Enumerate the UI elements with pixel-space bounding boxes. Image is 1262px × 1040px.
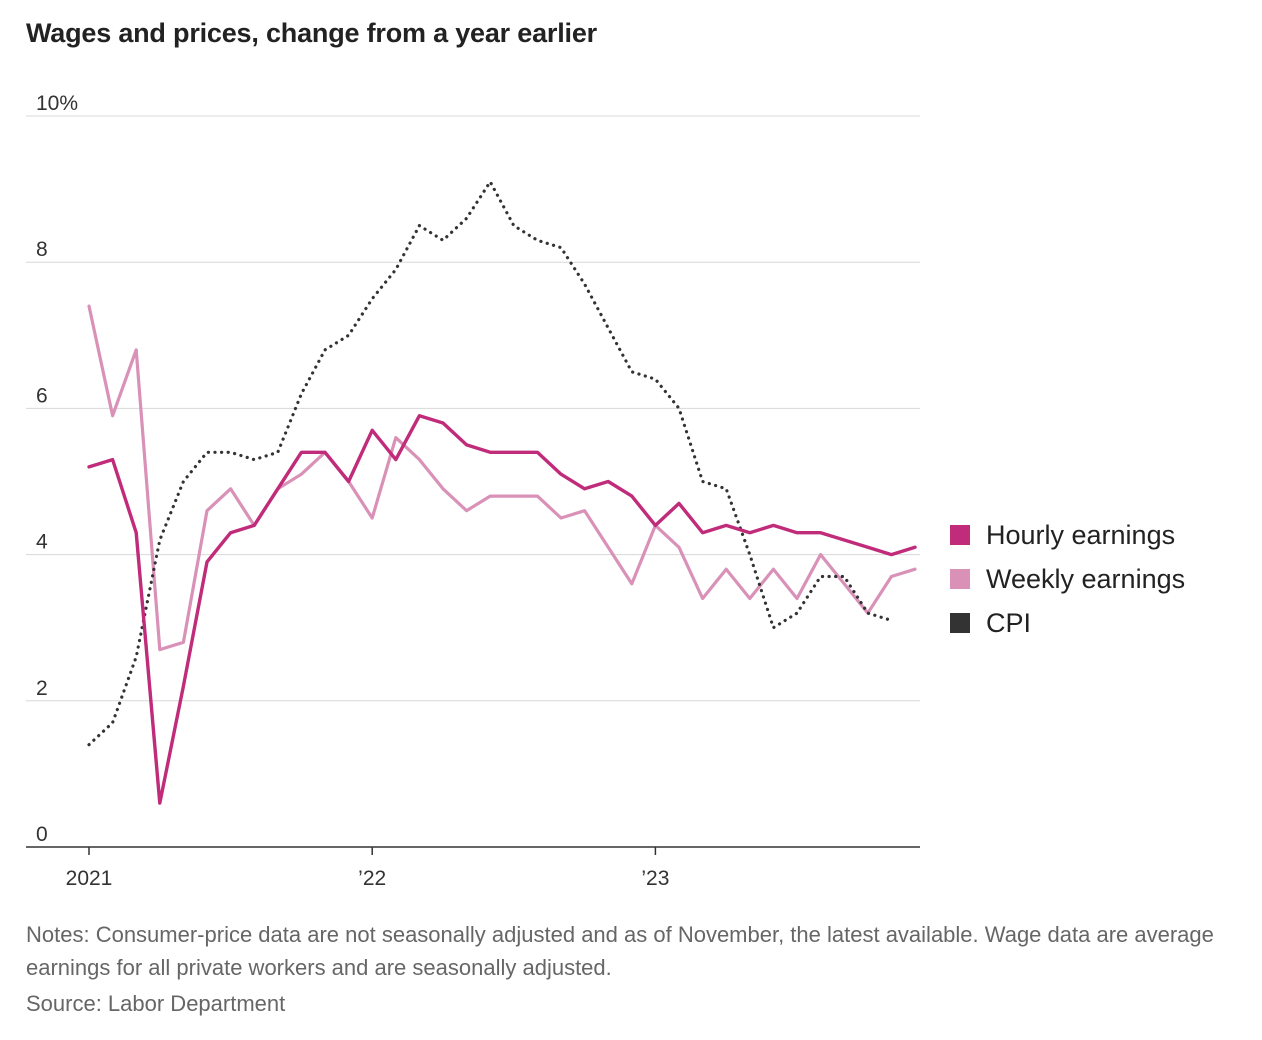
y-tick-label-6: 6 bbox=[36, 384, 48, 407]
y-tick-label-10: 10% bbox=[36, 92, 78, 115]
x-tick-label-24: ’23 bbox=[641, 867, 669, 890]
legend-label-hourly-earnings: Hourly earnings bbox=[986, 519, 1176, 550]
gridlines bbox=[26, 115, 920, 848]
series-line-hourly-earnings bbox=[87, 414, 917, 805]
legend-item-cpi: CPI bbox=[950, 601, 1185, 645]
legend: Hourly earnings Weekly earnings CPI bbox=[950, 513, 1185, 645]
series-lines bbox=[87, 180, 917, 805]
series-line-weekly-earnings bbox=[87, 304, 917, 652]
chart-title: Wages and prices, change from a year ear… bbox=[26, 18, 597, 48]
legend-swatch-weekly-earnings bbox=[950, 569, 970, 589]
x-tick-label-12: ’22 bbox=[358, 867, 386, 890]
y-tick-label-4: 4 bbox=[36, 531, 48, 554]
chart-source: Source: Labor Department bbox=[26, 991, 286, 1016]
y-tick-label-2: 2 bbox=[36, 677, 48, 700]
y-tick-label-0: 0 bbox=[36, 823, 48, 846]
legend-item-weekly-earnings: Weekly earnings bbox=[950, 557, 1185, 601]
legend-label-weekly-earnings: Weekly earnings bbox=[986, 563, 1186, 594]
legend-label-cpi: CPI bbox=[986, 607, 1032, 638]
chart-notes: Notes: Consumer-price data are not seaso… bbox=[26, 922, 1214, 980]
y-axis-ticks: 0 2 4 6 8 10% bbox=[36, 92, 78, 846]
legend-swatch-cpi bbox=[950, 613, 970, 633]
x-axis-ticks: 2021 ’22 ’23 bbox=[66, 847, 669, 890]
line-chart: 0 2 4 6 8 10% 2021 ’22 ’23 bbox=[26, 92, 920, 890]
x-tick-label-0: 2021 bbox=[66, 867, 113, 890]
legend-swatch-hourly-earnings bbox=[950, 525, 970, 545]
series-line-cpi bbox=[87, 180, 894, 747]
y-tick-label-8: 8 bbox=[36, 238, 48, 261]
legend-item-hourly-earnings: Hourly earnings bbox=[950, 513, 1185, 557]
